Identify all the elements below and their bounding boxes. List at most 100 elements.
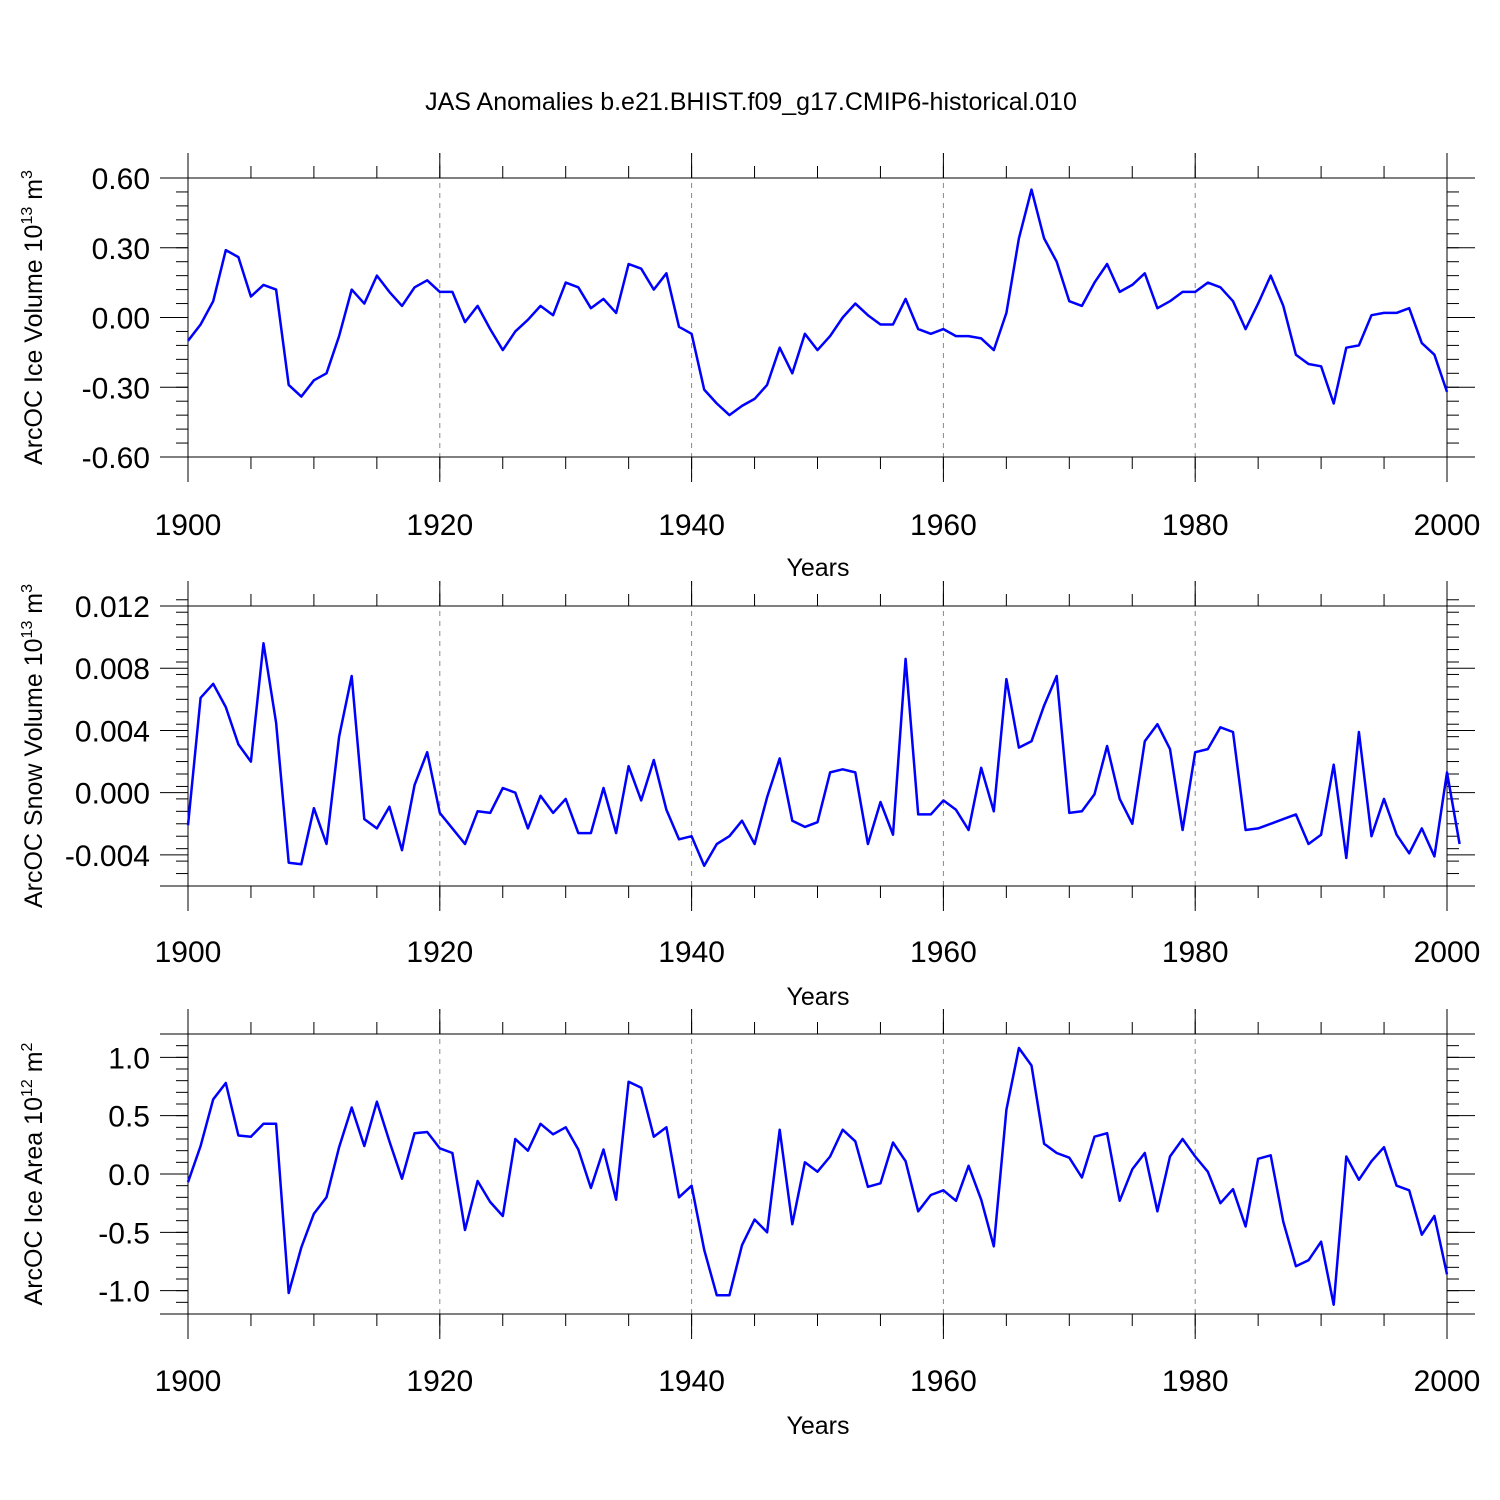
panel-snow-volume: -0.004 0.000 0.004 0.008 0.012 1900 1920 1940 19… xyxy=(19,581,1480,1011)
data-point xyxy=(301,1247,302,1248)
data-point xyxy=(1384,312,1385,313)
y-tick-label: 0.30 xyxy=(92,233,150,266)
data-point xyxy=(1245,329,1246,330)
data-point xyxy=(527,319,528,320)
data-point xyxy=(855,1141,856,1142)
data-point xyxy=(490,812,491,813)
data-point xyxy=(653,289,654,290)
data-point xyxy=(326,1197,327,1198)
data-point xyxy=(1384,798,1385,799)
data-point xyxy=(804,826,805,827)
data-point xyxy=(1434,1216,1435,1217)
data-point xyxy=(616,312,617,313)
y-tick-label: 0.60 xyxy=(92,163,150,196)
x-tick-label: 1980 xyxy=(1162,509,1229,542)
data-point xyxy=(855,772,856,773)
data-point xyxy=(464,1230,465,1231)
x-tick-label: 2000 xyxy=(1414,936,1481,969)
data-point xyxy=(1018,1048,1019,1049)
data-point xyxy=(1170,1156,1171,1157)
data-point xyxy=(213,301,214,302)
y-axis-label: ArcOC Ice Volume 1013 m3 xyxy=(19,170,48,465)
data-point xyxy=(1069,1157,1070,1158)
data-point xyxy=(993,1246,994,1247)
data-point xyxy=(628,1081,629,1082)
data-point xyxy=(1245,830,1246,831)
data-point xyxy=(578,833,579,834)
data-point xyxy=(918,1211,919,1212)
data-point xyxy=(968,1165,969,1166)
data-point xyxy=(427,280,428,281)
data-point xyxy=(464,322,465,323)
data-point xyxy=(1371,1161,1372,1162)
data-point xyxy=(716,403,717,404)
y-tick-label: -0.30 xyxy=(82,372,150,405)
data-point xyxy=(313,380,314,381)
data-point xyxy=(1119,291,1120,292)
data-point xyxy=(276,722,277,723)
data-point xyxy=(1195,1156,1196,1157)
data-point xyxy=(1170,301,1171,302)
data-point xyxy=(918,329,919,330)
data-point xyxy=(981,1199,982,1200)
y-axis-label-unit-exponent: 2 xyxy=(19,1042,36,1051)
series-line-ice-area xyxy=(186,1046,1449,1306)
data-point xyxy=(1144,273,1145,274)
y-axis-label: ArcOC Ice Area 1012 m2 xyxy=(19,1042,48,1305)
data-point xyxy=(351,676,352,677)
data-point xyxy=(754,1219,755,1220)
data-point xyxy=(250,1136,251,1137)
data-point xyxy=(880,1183,881,1184)
data-point xyxy=(364,819,365,820)
data-point xyxy=(339,736,340,737)
data-point xyxy=(804,333,805,334)
x-tick-label: 1940 xyxy=(658,936,725,969)
data-point xyxy=(867,844,868,845)
data-point xyxy=(1295,814,1296,815)
x-tick-label: 1940 xyxy=(658,1365,725,1398)
data-point xyxy=(893,834,894,835)
data-point xyxy=(993,350,994,351)
data-point xyxy=(1018,747,1019,748)
data-point xyxy=(1245,1226,1246,1227)
data-point xyxy=(452,828,453,829)
data-point xyxy=(1056,676,1057,677)
data-point xyxy=(225,1083,226,1084)
data-point xyxy=(741,1245,742,1246)
data-point xyxy=(1031,1065,1032,1066)
data-point xyxy=(565,798,566,799)
data-point xyxy=(1333,1304,1334,1305)
data-point xyxy=(943,800,944,801)
data-point xyxy=(679,839,680,840)
data-point xyxy=(1283,1221,1284,1222)
data-point xyxy=(1220,287,1221,288)
data-point xyxy=(376,1101,377,1102)
data-point xyxy=(502,350,503,351)
data-point xyxy=(1182,291,1183,292)
data-point xyxy=(893,1142,894,1143)
data-point xyxy=(1182,1139,1183,1140)
data-point xyxy=(339,1147,340,1148)
data-point xyxy=(200,1146,201,1147)
data-point xyxy=(540,1123,541,1124)
data-point xyxy=(603,788,604,789)
data-point xyxy=(1409,1190,1410,1191)
data-point xyxy=(1447,1274,1448,1275)
data-point xyxy=(238,744,239,745)
data-point xyxy=(1069,812,1070,813)
data-point xyxy=(792,373,793,374)
data-point xyxy=(918,814,919,815)
data-point xyxy=(603,1149,604,1150)
data-point xyxy=(817,350,818,351)
data-point xyxy=(452,291,453,292)
data-point xyxy=(238,1135,239,1136)
data-point xyxy=(1207,749,1208,750)
data-point xyxy=(1031,189,1032,190)
data-point xyxy=(1346,1156,1347,1157)
data-point xyxy=(830,772,831,773)
data-point xyxy=(1396,834,1397,835)
y-tick-label: 0.008 xyxy=(75,653,150,686)
data-point xyxy=(1371,315,1372,316)
data-point xyxy=(666,809,667,810)
data-point xyxy=(1371,836,1372,837)
